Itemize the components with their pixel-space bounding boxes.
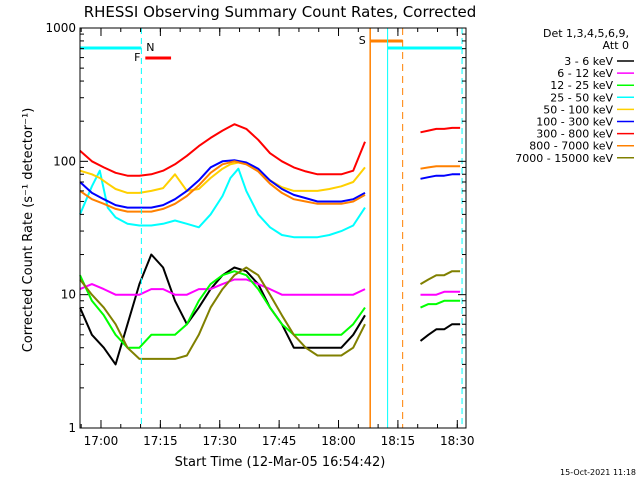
x-axis: 17:00 17:15 17:30 17:45 18:00 18:15 18:30 [80,28,475,448]
legend-label: 800 - 7000 keV [529,140,613,153]
legend-label: 6 - 12 keV [557,67,613,80]
series-line [420,290,461,296]
series-line [420,173,461,180]
y-tick-label: 1000 [45,21,76,35]
y-axis: 1 10 100 1000 [45,21,466,435]
legend-label: 12 - 25 keV [550,79,613,92]
x-tick-label: 18:15 [381,434,416,448]
x-tick-label: 18:30 [440,434,475,448]
x-tick-label: 17:15 [143,434,178,448]
saa-marker-label: S [359,34,366,47]
legend-label: 50 - 100 keV [543,103,613,116]
series-line [79,159,366,209]
x-axis-label: Start Time (12-Mar-05 16:54:42) [175,455,386,470]
series-line [79,167,366,239]
legend-header: Det 1,3,4,5,6,9, [543,27,629,40]
series-line [419,270,461,285]
series-line [419,323,461,342]
chart-title: RHESSI Observing Summary Count Rates, Co… [84,3,477,21]
legend-label: 3 - 6 keV [564,55,613,68]
x-tick-label: 17:30 [202,434,237,448]
plot-frame [79,27,467,429]
y-tick-label: 100 [53,154,76,168]
series-line [79,266,366,360]
footer-date: 15-Oct-2021 11:18 [560,468,636,477]
series-line [420,126,461,134]
x-tick-label: 17:45 [262,434,297,448]
x-tick-label: 17:00 [84,434,119,448]
night-marker-label: N [146,41,154,54]
series-line [420,165,461,170]
series-line [79,161,366,194]
legend-label: 300 - 800 keV [536,128,613,141]
y-tick-label: 10 [61,288,76,302]
y-axis-label: Corrected Count Rate (s⁻¹ detector⁻¹) [21,108,36,353]
series-line [79,278,366,296]
legend-label: 25 - 50 keV [550,91,613,104]
legend-header: Att 0 [603,39,629,52]
y-tick-label: 1 [68,421,76,435]
legend-label: 7000 - 15000 keV [515,152,613,165]
flare-marker-label: F [134,51,140,64]
data-lines [79,123,461,366]
x-tick-label: 18:00 [321,434,356,448]
legend-label: 100 - 300 keV [536,116,613,129]
series-line [420,299,461,309]
series-line [79,123,366,177]
series-line [79,160,366,213]
